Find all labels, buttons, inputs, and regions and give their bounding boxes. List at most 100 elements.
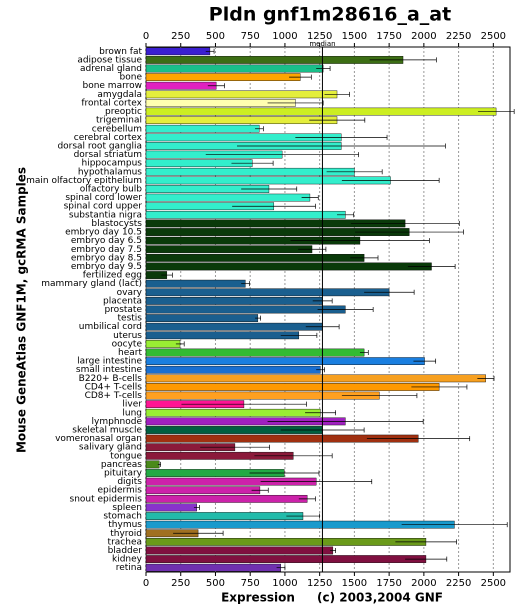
x-tick-label: 0 bbox=[143, 578, 149, 589]
bar bbox=[145, 305, 346, 314]
bar bbox=[145, 210, 346, 219]
bar bbox=[145, 383, 440, 391]
x-tick-label: 750 bbox=[241, 578, 260, 589]
bar bbox=[145, 555, 427, 563]
y-tick-label: embryo day 8.5 bbox=[71, 253, 142, 263]
bar bbox=[145, 494, 308, 503]
y-tick-label: retina bbox=[116, 563, 142, 573]
bar bbox=[145, 81, 217, 90]
y-tick-label: salivary gland bbox=[79, 443, 142, 453]
bar bbox=[145, 254, 365, 262]
y-tick-label: dorsal striatum bbox=[74, 150, 142, 160]
bar bbox=[145, 245, 313, 254]
y-tick-label: adipose tissue bbox=[77, 55, 142, 65]
bar bbox=[145, 408, 321, 417]
y-tick-label: spinal cord lower bbox=[65, 193, 142, 203]
bar bbox=[145, 365, 321, 374]
y-tick-label: bone marrow bbox=[82, 81, 142, 91]
x-tick-label: 2250 bbox=[446, 31, 471, 42]
y-tick-label: embryo day 10.5 bbox=[65, 228, 142, 238]
x-tick-label: 250 bbox=[171, 578, 190, 589]
y-tick-label: digits bbox=[117, 477, 142, 487]
x-tick-label: 500 bbox=[206, 31, 225, 42]
y-tick-label: frontal cortex bbox=[81, 98, 142, 108]
chart-title: Pldn gnf1m28616_a_at bbox=[209, 4, 451, 26]
bar bbox=[145, 167, 355, 176]
y-tick-label: kidney bbox=[112, 555, 143, 565]
y-tick-label: amygdala bbox=[97, 90, 142, 100]
y-tick-label: mammary gland (lact) bbox=[41, 279, 142, 289]
y-tick-label: trachea bbox=[108, 537, 142, 547]
x-axis-label: Expression bbox=[221, 591, 295, 605]
y-tick-label: oocyte bbox=[112, 339, 143, 349]
y-tick-label: thymus bbox=[108, 520, 142, 530]
y-tick-label: hippocampus bbox=[82, 159, 143, 169]
bar bbox=[145, 538, 427, 546]
y-tick-label: adrenal gland bbox=[80, 64, 142, 74]
y-tick-label: bladder bbox=[108, 546, 143, 556]
bar bbox=[145, 64, 324, 73]
x-tick-label: 2000 bbox=[411, 31, 436, 42]
bar bbox=[145, 546, 334, 555]
bar bbox=[145, 486, 261, 495]
bar bbox=[145, 357, 425, 365]
y-tick-label: vomeronasal organ bbox=[55, 434, 142, 444]
y-tick-label: placenta bbox=[103, 296, 142, 306]
y-tick-label: lung bbox=[122, 408, 142, 418]
bar bbox=[145, 73, 301, 81]
bar bbox=[145, 193, 311, 202]
x-tick-label: 1250 bbox=[307, 31, 332, 42]
y-tick-label: blastocysts bbox=[91, 219, 142, 229]
y-tick-label: bone bbox=[120, 73, 143, 83]
bar bbox=[145, 107, 497, 116]
x-tick-label: 1250 bbox=[307, 578, 332, 589]
x-tick-label: 500 bbox=[206, 578, 225, 589]
y-tick-label: fertilized egg bbox=[83, 271, 142, 281]
x-tick-label: 2500 bbox=[481, 31, 506, 42]
bar bbox=[145, 262, 432, 271]
x-tick-label: 2250 bbox=[446, 578, 471, 589]
bar bbox=[145, 124, 260, 133]
y-tick-label: embryo day 9.5 bbox=[71, 262, 142, 272]
bar bbox=[145, 340, 181, 348]
y-tick-label: olfactory bulb bbox=[80, 185, 142, 195]
x-tick-label: 1750 bbox=[376, 31, 401, 42]
x-tick-label: 1500 bbox=[342, 31, 367, 42]
bar bbox=[145, 460, 160, 469]
x-tick-label: 2000 bbox=[411, 578, 436, 589]
y-tick-label: skeletal muscle bbox=[72, 425, 142, 435]
bar bbox=[145, 56, 404, 64]
bar bbox=[145, 322, 323, 331]
y-tick-label: stomach bbox=[103, 512, 142, 522]
bar bbox=[145, 297, 323, 305]
credit: (c) 2003,2004 GNF bbox=[317, 591, 443, 605]
y-tick-label: CD8+ T-cells bbox=[85, 391, 143, 401]
y-tick-label: cerebellum bbox=[92, 124, 142, 134]
y-tick-label: substantia nigra bbox=[69, 210, 142, 220]
y-tick-label: large intestine bbox=[77, 357, 142, 367]
y-tick-label: testis bbox=[118, 314, 143, 324]
y-tick-label: prostate bbox=[104, 305, 142, 315]
y-tick-label: hypothalamus bbox=[78, 167, 142, 177]
bar bbox=[145, 47, 211, 56]
y-tick-label: cerebral cortex bbox=[74, 133, 143, 143]
x-tick-label: 2500 bbox=[481, 578, 506, 589]
y-tick-label: tongue bbox=[110, 451, 142, 461]
x-tick-label: 750 bbox=[241, 31, 260, 42]
x-tick-label: 250 bbox=[171, 31, 190, 42]
y-tick-label: lymphnode bbox=[92, 417, 143, 427]
y-tick-label: main olfactory epithelium bbox=[26, 176, 142, 186]
y-tick-label: CD4+ T-cells bbox=[85, 382, 143, 392]
y-tick-label: embryo day 6.5 bbox=[71, 236, 142, 246]
bar bbox=[145, 116, 338, 125]
bar bbox=[145, 374, 486, 383]
y-tick-label: spinal cord upper bbox=[64, 202, 143, 212]
y-tick-label: preoptic bbox=[105, 107, 142, 117]
y-tick-label: snout epidermis bbox=[70, 494, 143, 504]
y-tick-label: pancreas bbox=[101, 460, 142, 470]
bar bbox=[145, 288, 390, 297]
y-tick-label: epidermis bbox=[98, 486, 143, 496]
bar bbox=[145, 331, 300, 340]
y-tick-label: small intestine bbox=[76, 365, 143, 375]
